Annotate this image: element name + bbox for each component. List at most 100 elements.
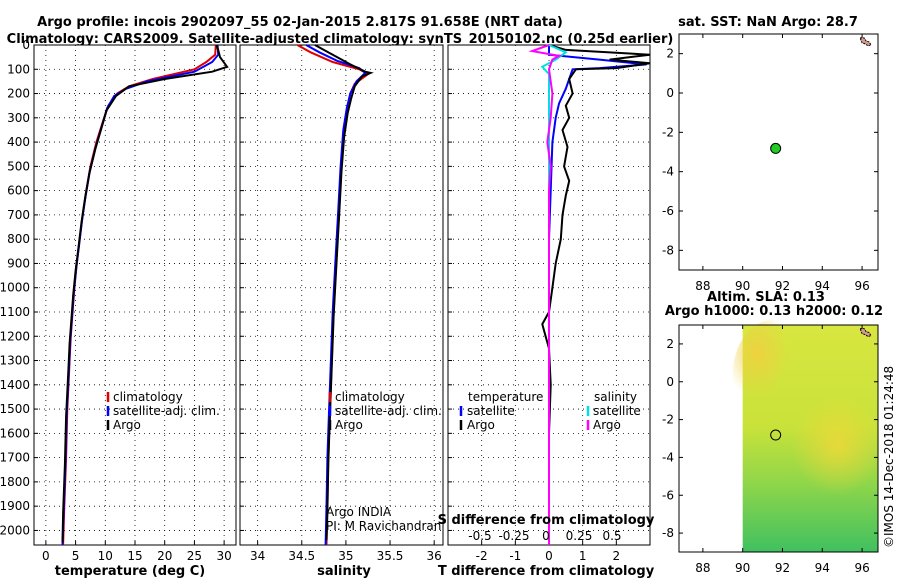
legend-label: Argo: [335, 418, 363, 432]
x-tick-label: 36: [427, 549, 442, 563]
sla-title-line1: Altim. SLA: 0.13: [707, 290, 825, 305]
plot-frame: [239, 44, 444, 546]
argo-position-marker: [770, 429, 782, 441]
legend-label: climatology: [113, 390, 183, 404]
x-tick-label: -1: [509, 549, 521, 563]
y-tick-label: -8: [662, 243, 674, 257]
x-tick-label: 94: [815, 279, 830, 293]
x-tick-label: 34: [250, 549, 265, 563]
title-line1: Argo profile: incois 2902097_55 02-Jan-2…: [37, 15, 563, 30]
x-tick-label: 35.5: [377, 549, 404, 563]
y-tick-label: 1900: [0, 499, 30, 513]
legend-label: satellite: [467, 404, 515, 418]
y-tick-label: 400: [7, 135, 30, 149]
y-tick-label: -8: [662, 526, 674, 540]
legend-label: satellite: [593, 404, 641, 418]
y-tick-label: 800: [7, 232, 30, 246]
x-tick-label: 30: [216, 549, 231, 563]
annotation-text: Argo INDIA: [326, 505, 392, 519]
y-tick-label: 2: [666, 47, 674, 61]
sla-high-patch: [732, 320, 813, 430]
series-line-argo: [314, 44, 374, 541]
x-tick-label: 92: [775, 561, 790, 575]
legend-label: Argo: [113, 418, 141, 432]
y-tick-label: 2: [666, 337, 674, 351]
x2-tick-label: 0.5: [602, 529, 621, 543]
y-tick-label: 1300: [0, 354, 30, 368]
difference-xlabel: T difference from climatology: [438, 564, 655, 579]
x-tick-label: 96: [854, 561, 869, 575]
y-tick-label: 0: [22, 38, 30, 52]
y-tick-label: 300: [7, 111, 30, 125]
legend-title: temperature: [468, 390, 543, 404]
footer-credit: ©IMOS 14-Dec-2018 01:24:48: [882, 366, 896, 548]
y-tick-label: -2: [662, 125, 674, 139]
x-tick-label: 2: [613, 549, 621, 563]
temperature-panel: 0100200300400500600700800900100011001200…: [0, 38, 237, 563]
y-tick-label: 1700: [0, 451, 30, 465]
x-tick-label: 88: [695, 561, 710, 575]
series-line-s-argo: [528, 44, 563, 545]
s-difference-xlabel: S difference from climatology: [438, 513, 655, 528]
legend-label: Argo: [467, 418, 495, 432]
sst-map-title: sat. SST: NaN Argo: 28.7: [678, 15, 858, 30]
y-tick-label: -4: [662, 165, 674, 179]
x-tick-label: 90: [735, 561, 750, 575]
x-tick-label: 10: [98, 549, 113, 563]
map-frame: [678, 324, 879, 553]
x-tick-label: 0: [42, 549, 50, 563]
y-tick-label: 1500: [0, 402, 30, 416]
x-tick-label: 35: [338, 549, 353, 563]
annotation-text: PI: M Ravichandran: [326, 519, 441, 533]
x-tick-label: 25: [187, 549, 202, 563]
x2-tick-label: -0.5: [468, 529, 491, 543]
x-tick-label: 88: [695, 279, 710, 293]
y-tick-label: 500: [7, 159, 30, 173]
y-tick-label: 1600: [0, 426, 30, 440]
salinity-xlabel: salinity: [317, 564, 371, 579]
x-tick-label: 90: [735, 279, 750, 293]
sla-map: 88 90 92 94 96 -8 -6 -4 -2 0 2: [662, 320, 883, 575]
y-tick-label: 200: [7, 87, 30, 101]
title-line2: Climatology: CARS2009. Satellite-adjuste…: [7, 32, 674, 47]
sst-map: 88 90 92 94 96 -8 -6 -4 -2 0 2: [662, 33, 879, 293]
series-line-argo: [61, 44, 229, 543]
x2-tick-label: 0: [542, 529, 550, 543]
x-tick-label: -2: [476, 549, 488, 563]
y-tick-label: 1000: [0, 281, 30, 295]
coastline-island: [859, 328, 872, 338]
y-tick-label: 1800: [0, 475, 30, 489]
salinity-panel: 34 34.5 35 35.5 36 climatologysatellite-adj. …: [239, 44, 444, 563]
x-tick-label: 34.5: [288, 549, 315, 563]
x2-tick-label: -0.25: [498, 529, 529, 543]
x-tick-label: 96: [854, 279, 869, 293]
y-tick-label: -6: [662, 488, 674, 502]
x-tick-label: 1: [579, 549, 587, 563]
y-tick-label: 900: [7, 256, 30, 270]
x-tick-label: 15: [127, 549, 142, 563]
x-tick-label: 5: [72, 549, 80, 563]
sla-high-patch: [792, 395, 883, 495]
legend-label: satellite-adj. clim.: [113, 404, 220, 418]
map-frame: [678, 33, 879, 271]
series-line-t-argo: [541, 44, 651, 545]
x2-tick-label: 0.25: [566, 529, 593, 543]
legend-title: salinity: [594, 390, 637, 404]
y-tick-label: 1100: [0, 305, 30, 319]
y-tick-label: -4: [662, 450, 674, 464]
y-tick-label: 100: [7, 62, 30, 76]
x-tick-label: 0: [545, 549, 553, 563]
legend-label: Argo: [593, 418, 621, 432]
y-tick-label: 700: [7, 208, 30, 222]
coastline-island: [859, 37, 872, 47]
argo-position-marker: [770, 142, 782, 154]
sla-title-line2: Argo h1000: 0.13 h2000: 0.12: [665, 304, 883, 319]
y-tick-label: 0: [666, 86, 674, 100]
y-tick-label: 600: [7, 184, 30, 198]
y-tick-label: 1400: [0, 378, 30, 392]
y-tick-label: -6: [662, 204, 674, 218]
x-tick-label: 20: [157, 549, 172, 563]
y-tick-label: 2000: [0, 523, 30, 537]
